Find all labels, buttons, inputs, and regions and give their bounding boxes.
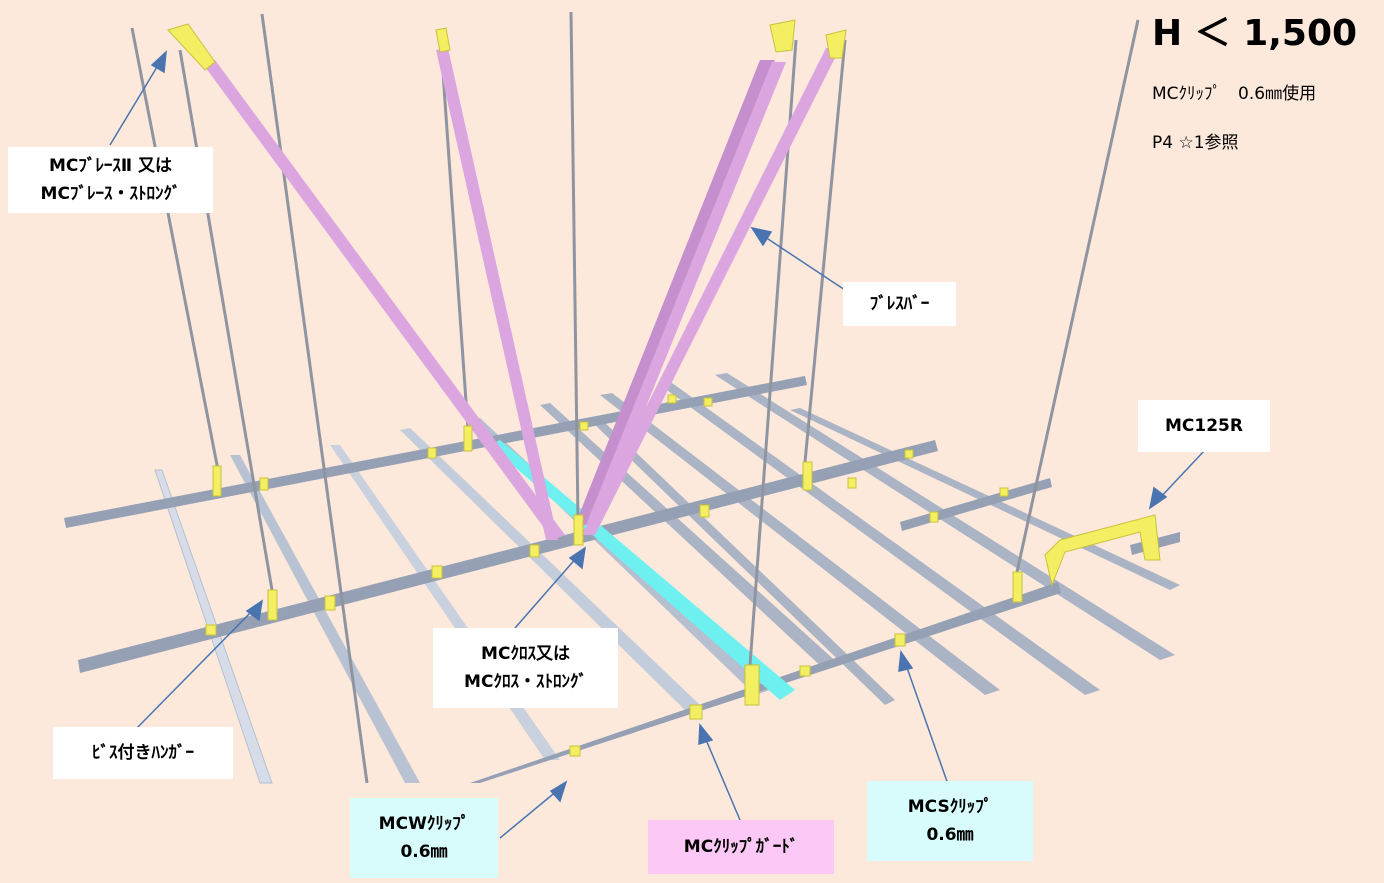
label-mc-clip-guard: MCｸﾘｯﾌﾟｶﾞｰﾄﾞ	[648, 820, 834, 874]
clips	[167, 19, 1161, 757]
label-mc-cross: MCｸﾛｽ又は MCｸﾛｽ・ｽﾄﾛﾝｸﾞ	[433, 628, 618, 708]
label-screw-hanger: ﾋﾞｽ付きﾊﾝｶﾞｰ	[53, 727, 233, 779]
label-mc-brace: MCﾌﾞﾚｰｽⅡ 又は MCﾌﾞﾚｰｽ・ｽﾄﾛﾝｸﾞ	[8, 147, 213, 213]
label-mc125r: MC125R	[1138, 400, 1270, 452]
label-mcs-clip: MCSｸﾘｯﾌﾟ 0.6㎜	[867, 781, 1033, 861]
label-mcw-clip: MCWｸﾘｯﾌﾟ 0.6㎜	[350, 798, 498, 878]
mc-cross-bar	[490, 440, 795, 700]
brace-bars	[200, 48, 840, 540]
clip-note: MCｸﾘｯﾌﾟ 0.6㎜使用	[1152, 84, 1317, 104]
reference-note: P4 ☆1参照	[1152, 133, 1239, 153]
height-heading: H ＜ 1,500	[1152, 13, 1358, 54]
pointer-arrows	[109, 50, 1206, 839]
label-brace-bar: ﾌﾞﾚｽﾊﾞｰ	[843, 282, 956, 326]
